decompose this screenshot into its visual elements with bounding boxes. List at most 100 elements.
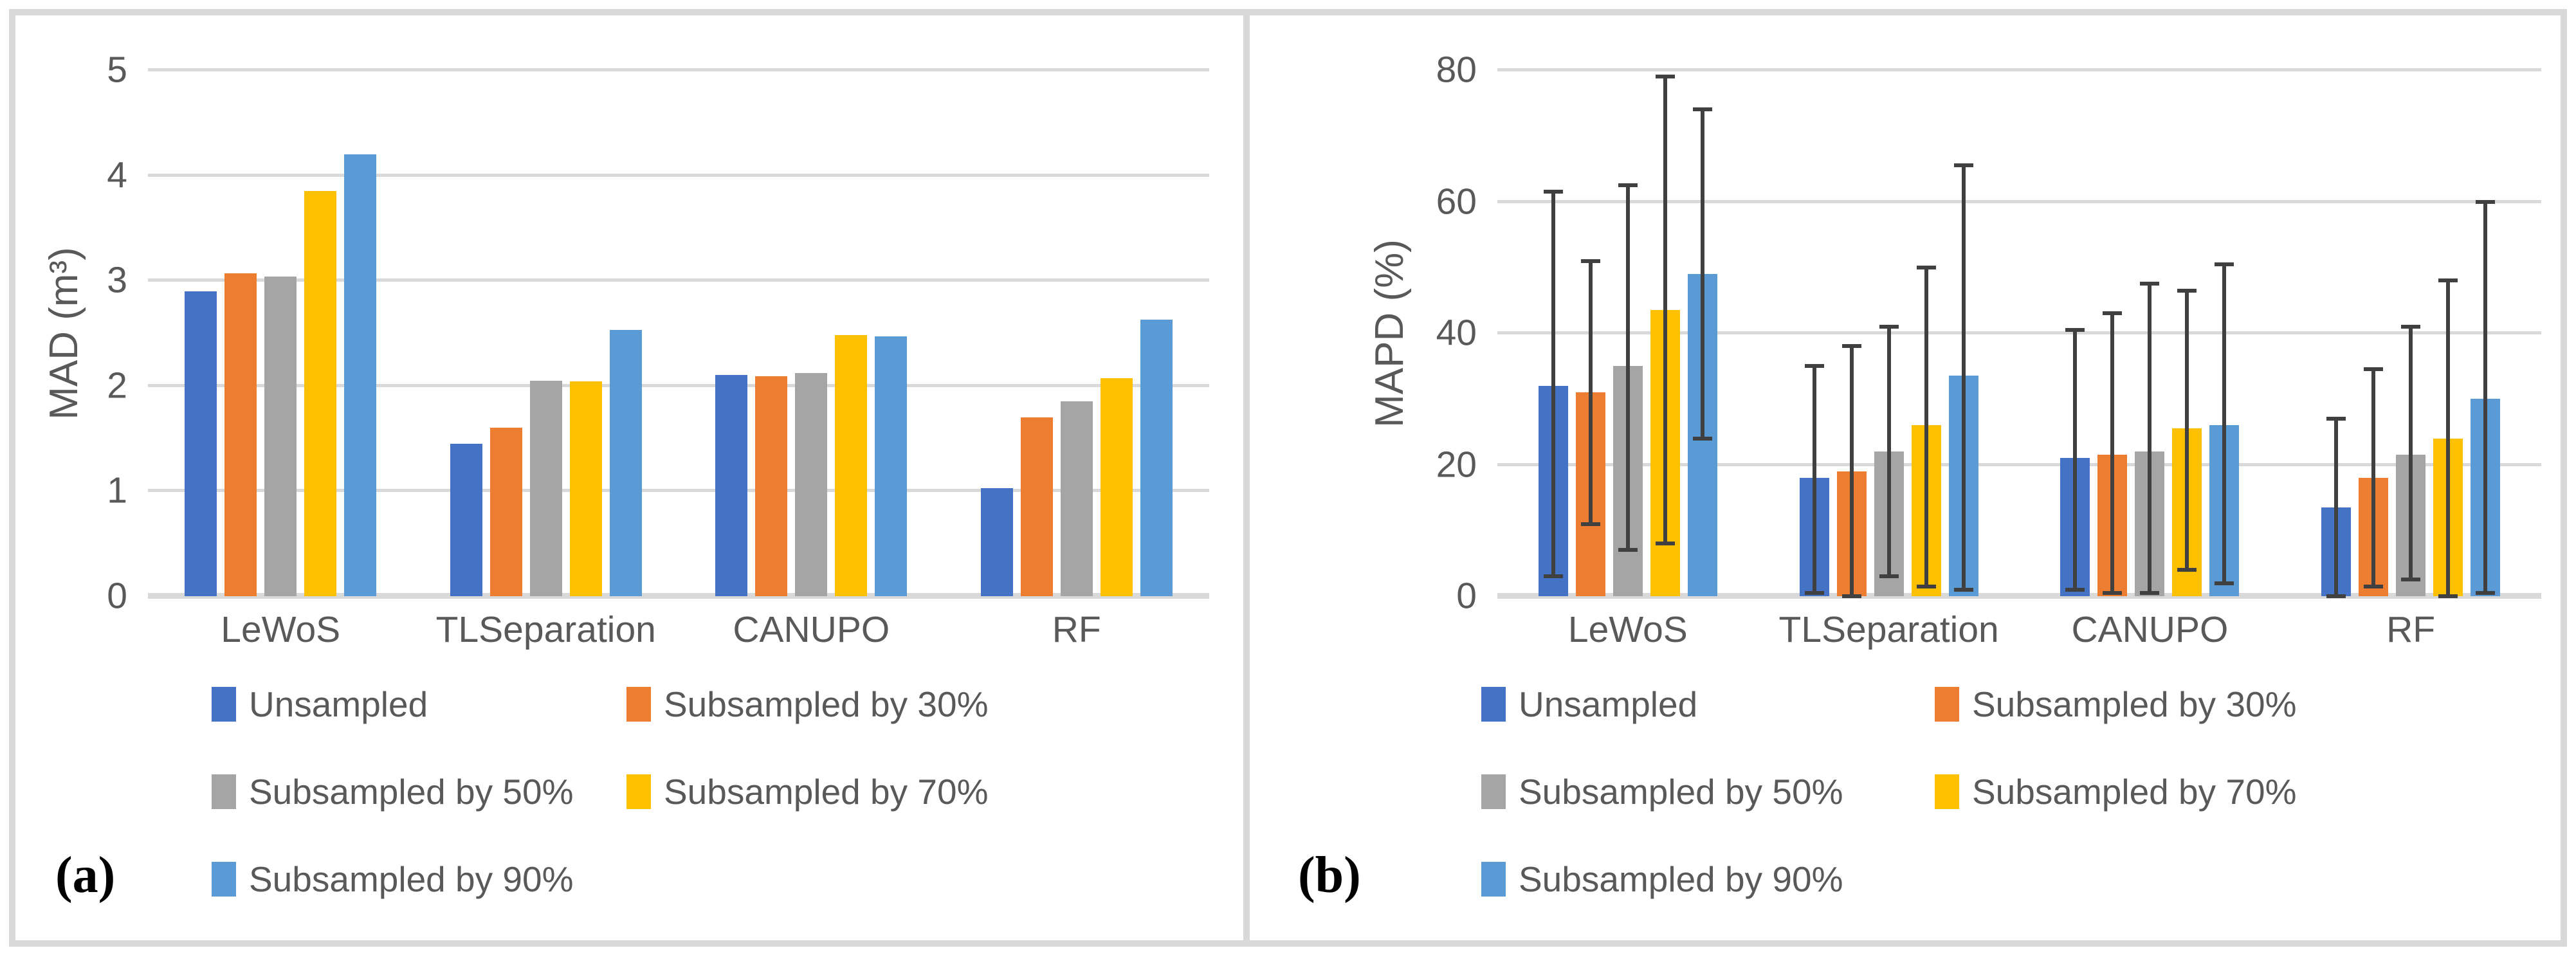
legend-item-subsampled-by-30: Subsampled by 30% xyxy=(1935,684,2296,724)
y-tick-label-3: 3 xyxy=(107,259,127,301)
x-axis-category-labels: LeWoS TLSeparation CANUPO RF xyxy=(148,608,1209,651)
error-bar-line-subsampled-by-70-canupo xyxy=(2185,290,2189,570)
legend-label-subsampled-by-50: Subsampled by 50% xyxy=(249,772,574,812)
bar-unsampled-rf xyxy=(980,488,1013,596)
error-bar-cap-top xyxy=(1916,265,1936,269)
legend-label-subsampled-by-30: Subsampled by 30% xyxy=(664,684,989,724)
bar-slot-unsampled-lewos xyxy=(185,70,217,596)
legend-swatch-unsampled xyxy=(212,687,236,722)
legend-label-subsampled-by-50: Subsampled by 50% xyxy=(1519,772,1843,812)
bar-slot-subsampled-by-90-rf xyxy=(1140,70,1173,596)
legend-label-unsampled: Unsampled xyxy=(1519,684,1698,724)
error-bar-cap-top xyxy=(1618,183,1638,187)
error-bar-line-subsampled-by-90-canupo xyxy=(2222,264,2227,583)
bar-slot-subsampled-by-90-canupo xyxy=(2209,70,2240,596)
legend-item-subsampled-by-70: Subsampled by 70% xyxy=(626,772,988,812)
error-bar-line-unsampled-canupo xyxy=(2073,329,2078,590)
error-bar-cap-bottom xyxy=(1841,594,1861,598)
plot-area xyxy=(148,68,1209,599)
error-bar-cap-top xyxy=(2476,199,2496,204)
y-tick-label-0: 0 xyxy=(107,575,127,617)
error-bar-cap-top xyxy=(1543,190,1563,194)
bar-slot-unsampled-canupo xyxy=(2060,70,2090,596)
x-axis-line xyxy=(148,593,1209,599)
error-bar-cap-top xyxy=(2364,367,2384,372)
bar-slot-subsampled-by-50-lewos xyxy=(1612,70,1643,596)
error-bar-cap-bottom xyxy=(1879,574,1899,579)
error-bar-cap-top xyxy=(1692,107,1712,112)
error-bar-cap-top xyxy=(2103,311,2123,316)
gridline-40 xyxy=(1497,331,2541,334)
y-axis-tick-labels: 0 20 40 60 80 xyxy=(1250,51,1477,614)
error-bar-cap-bottom xyxy=(2401,578,2421,582)
bar-slot-subsampled-by-90-lewos xyxy=(1687,70,1717,596)
y-tick-label-1: 1 xyxy=(107,469,127,511)
bar-slot-subsampled-by-90-tlseparation xyxy=(609,70,642,596)
error-bar-cap-top xyxy=(1841,344,1861,349)
bar-subsampled-by-90-lewos xyxy=(344,154,377,596)
legend-item-subsampled-by-50: Subsampled by 50% xyxy=(212,772,626,812)
bar-slot-unsampled-rf xyxy=(980,70,1013,596)
gridline-5 xyxy=(148,68,1209,71)
bar-subsampled-by-90-canupo xyxy=(875,336,908,596)
gridline-80 xyxy=(1497,68,2541,71)
bar-slot-subsampled-by-30-lewos xyxy=(224,70,257,596)
legend-item-subsampled-by-90: Subsampled by 90% xyxy=(1481,859,1935,899)
y-axis-tick-labels: 0 1 2 3 4 5 xyxy=(15,51,127,614)
error-bar-cap-bottom xyxy=(1804,590,1824,595)
category-label-tlseparation: TLSeparation xyxy=(1778,609,1999,650)
error-bar-cap-bottom xyxy=(1916,584,1936,588)
error-bar-line-subsampled-by-50-lewos xyxy=(1625,185,1630,551)
legend-item-subsampled-by-90: Subsampled by 90% xyxy=(212,859,626,899)
bar-slot-subsampled-by-70-tlseparation xyxy=(569,70,602,596)
gridline-60 xyxy=(1497,199,2541,203)
error-bar-line-subsampled-by-90-tlseparation xyxy=(1961,165,1966,590)
category-label-canupo: CANUPO xyxy=(733,609,890,650)
bar-unsampled-canupo xyxy=(715,375,748,596)
bar-group-tlseparation xyxy=(1758,70,2020,598)
error-bar-line-subsampled-by-50-tlseparation xyxy=(1886,326,1891,577)
category-label-rf: RF xyxy=(2386,609,2436,650)
error-bar-cap-top xyxy=(2215,262,2234,266)
error-bar-cap-top xyxy=(1953,163,1973,168)
legend: Unsampled Subsampled by 30% Subsampled by … xyxy=(1481,684,2296,899)
error-bar-cap-bottom xyxy=(2140,590,2160,595)
bar-slot-unsampled-canupo xyxy=(715,70,748,596)
bar-slot-subsampled-by-50-canupo xyxy=(795,70,828,596)
bar-slot-subsampled-by-50-canupo xyxy=(2135,70,2165,596)
error-bar-cap-top xyxy=(2177,288,2197,293)
error-bar-cap-bottom xyxy=(2065,587,2085,592)
error-bar-line-subsampled-by-30-tlseparation xyxy=(1849,346,1854,596)
legend-swatch-subsampled-by-70 xyxy=(1935,774,1959,809)
error-bar-cap-bottom xyxy=(2326,594,2346,598)
bar-subsampled-by-50-rf xyxy=(1060,401,1093,596)
legend: Unsampled Subsampled by 30% Subsampled by … xyxy=(212,684,988,899)
bar-group-lewos xyxy=(148,70,414,596)
y-tick-label-2: 2 xyxy=(107,365,127,406)
gridline-20 xyxy=(1497,462,2541,466)
bar-slot-subsampled-by-50-rf xyxy=(1060,70,1093,596)
gridline-4 xyxy=(148,173,1209,177)
error-bar-line-unsampled-tlseparation xyxy=(1812,366,1816,593)
gridline-2 xyxy=(148,383,1209,387)
bar-slot-subsampled-by-30-tlseparation xyxy=(489,70,522,596)
error-bar-line-unsampled-rf xyxy=(2334,418,2339,596)
error-bar-line-subsampled-by-70-tlseparation xyxy=(1924,267,1928,587)
bar-slot-subsampled-by-30-rf xyxy=(2359,70,2389,596)
y-tick-label-4: 4 xyxy=(107,154,127,196)
legend-label-subsampled-by-70: Subsampled by 70% xyxy=(664,772,989,812)
legend-item-unsampled: Unsampled xyxy=(1481,684,1935,724)
legend-label-subsampled-by-30: Subsampled by 30% xyxy=(1972,684,2297,724)
legend-swatch-subsampled-by-50 xyxy=(1481,774,1506,809)
bar-slot-unsampled-lewos xyxy=(1538,70,1568,596)
error-bar-line-subsampled-by-90-lewos xyxy=(1700,109,1704,439)
bar-group-canupo xyxy=(679,70,944,596)
bar-slot-subsampled-by-70-lewos xyxy=(304,70,337,596)
bar-slot-subsampled-by-50-rf xyxy=(2396,70,2426,596)
bar-slot-unsampled-tlseparation xyxy=(450,70,482,596)
legend-swatch-subsampled-by-90 xyxy=(212,862,236,897)
category-label-rf: RF xyxy=(1052,609,1101,650)
category-label-tlseparation: TLSeparation xyxy=(435,609,656,650)
error-bar-line-subsampled-by-90-rf xyxy=(2483,201,2488,593)
